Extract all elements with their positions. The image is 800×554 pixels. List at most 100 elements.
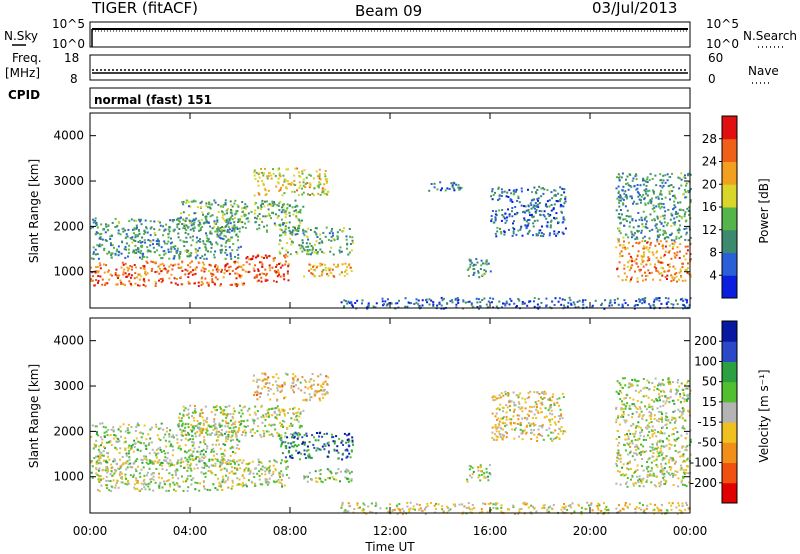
velocity-data-layer (90, 372, 692, 515)
colorbar-swatch (722, 275, 737, 299)
nsky-tick-top: 10^5 (52, 17, 85, 31)
x-tick-label: 20:00 (573, 524, 608, 538)
velocity-colorbar: 200 100 50 15 -15 -50 -100 -200 (690, 320, 738, 504)
region-3 (178, 404, 305, 438)
nsky-frame (89, 21, 691, 48)
colorbar-tick-label: 28 (702, 132, 717, 146)
x-tick-label: 12:00 (373, 524, 408, 538)
x-tick-label: 00:00 (673, 524, 708, 538)
freq-label: Freq. (12, 51, 42, 65)
region-3 (178, 199, 305, 233)
nave-label: Nave (748, 64, 779, 78)
region-6 (303, 468, 353, 484)
colorbar-swatch (722, 229, 737, 253)
y-tick-label: 2000 (53, 424, 84, 438)
freq-frame (89, 54, 691, 81)
colorbar-swatch (722, 401, 737, 423)
colorbar-swatch (722, 116, 737, 140)
region-0 (90, 260, 247, 288)
region-1 (245, 253, 290, 283)
power-x-axis (89, 113, 691, 308)
region-8 (491, 390, 567, 442)
y-tick-label: 2000 (53, 219, 84, 233)
nsky-tick-bottom: 10^0 (52, 37, 85, 51)
region-4 (253, 167, 330, 197)
velocity-colorbar-label: Velocity [m s⁻¹] (757, 369, 771, 462)
region-2 (90, 217, 242, 261)
power-ylabel: Slant Range [km] (27, 159, 41, 263)
colorbar-swatch (722, 482, 737, 504)
colorbar-frame (721, 320, 738, 504)
x-tick-label: 00:00 (73, 524, 108, 538)
colorbar-tick-label: -100 (690, 456, 717, 470)
region-7 (466, 464, 492, 483)
nsearch-tick-bottom: 10^0 (706, 37, 739, 51)
region-8 (428, 181, 463, 192)
freq-panel: 18 8 60 0 Freq. [MHz] CPID Nave (5, 51, 779, 102)
nsky-label: N.Sky (4, 29, 38, 43)
region-9 (615, 445, 692, 488)
x-tick-label: 04:00 (173, 524, 208, 538)
cpid-frame (89, 87, 691, 109)
beam-label: Beam 09 (355, 2, 422, 20)
freq-tick-top: 18 (64, 51, 79, 65)
cpid-label: CPID (8, 88, 40, 102)
colorbar-tick-label: 50 (702, 375, 717, 389)
nsky-panel: 10^5 10^0 10^5 10^0 N.Sky N.Search (4, 17, 797, 51)
region-1 (245, 458, 291, 488)
x-tick-label: 16:00 (473, 524, 508, 538)
colorbar-tick-label: -15 (697, 415, 717, 429)
region-10 (615, 377, 692, 447)
colorbar-tick-label: -200 (690, 476, 717, 490)
velocity-frame (89, 317, 691, 514)
colorbar-swatch (722, 207, 737, 231)
cpid-panel: normal (fast) 151 (89, 87, 691, 109)
region-11 (615, 172, 692, 242)
colorbar-swatch (722, 341, 737, 362)
region-0 (90, 458, 247, 493)
freq-tick-bottom: 8 (70, 72, 78, 86)
velocity-panel: 1000 2000 3000 4000 00:00 04:00 08:00 12:00 16:… (27, 317, 771, 538)
colorbar-swatch (722, 361, 737, 383)
y-tick-label: 1000 (53, 470, 84, 484)
y-tick-label: 4000 (53, 129, 84, 143)
power-data-layer (90, 167, 692, 310)
colorbar-swatch (722, 321, 737, 342)
region-7 (466, 258, 492, 279)
radar-title: TIGER (fitACF) (91, 0, 198, 17)
velocity-ylabel: Slant Range [km] (27, 364, 41, 468)
region-6 (303, 262, 353, 278)
power-colorbar-label: Power [dB] (757, 178, 771, 243)
colorbar-swatch (722, 161, 737, 185)
power-y-axis: 1000 2000 3000 4000 (53, 129, 690, 279)
colorbar-tick-label: 8 (709, 246, 717, 260)
colorbar-tick-label: 4 (709, 268, 717, 282)
power-colorbar: 4 8 12 16 20 24 28 (702, 115, 738, 299)
colorbar-swatch (722, 381, 737, 403)
cpid-value: normal (fast) 151 (94, 93, 212, 107)
region-4 (252, 372, 330, 402)
nsearch-label: N.Search (743, 29, 797, 43)
colorbar-tick-label: 12 (702, 223, 717, 237)
y-tick-label: 3000 (53, 379, 84, 393)
velocity-x-axis: 00:00 04:00 08:00 12:00 16:00 20:00 00:00 (73, 318, 708, 538)
y-tick-label: 3000 (53, 174, 84, 188)
x-tick-label: 08:00 (273, 524, 308, 538)
region-5 (278, 226, 354, 256)
velocity-y-axis: 1000 2000 3000 4000 (53, 334, 690, 484)
colorbar-tick-label: -50 (697, 435, 717, 449)
colorbar-swatch (722, 252, 737, 276)
colorbar-swatch (722, 462, 737, 484)
nsearch-tick-top: 10^5 (706, 17, 739, 31)
region-9 (490, 185, 567, 238)
colorbar-tick-label: 20 (702, 177, 717, 191)
freq-unit: [MHz] (5, 66, 40, 80)
colorbar-tick-label: 15 (702, 395, 717, 409)
colorbar-tick-label: 16 (702, 200, 717, 214)
colorbar-tick-label: 100 (694, 354, 717, 368)
nave-tick-top: 60 (708, 51, 723, 65)
colorbar-tick-label: 24 (702, 155, 717, 169)
y-tick-label: 1000 (53, 265, 84, 279)
colorbar-tick-label: 200 (694, 334, 717, 348)
